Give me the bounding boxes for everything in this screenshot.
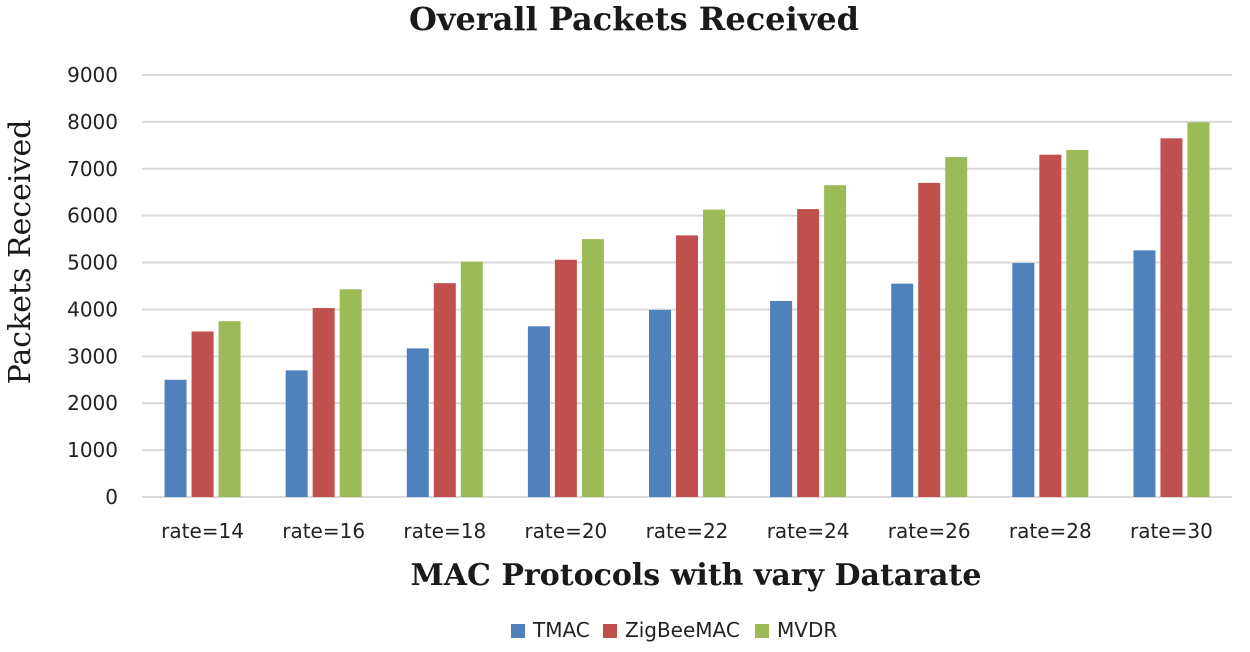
bar-tmac-rate-20 bbox=[527, 326, 550, 497]
y-axis-title: Packets Received bbox=[3, 120, 38, 385]
bar-zigbeemac-rate-26 bbox=[918, 182, 941, 497]
bar-mvdr-rate-22 bbox=[703, 209, 725, 497]
y-tick-label: 5000 bbox=[67, 251, 118, 275]
bar-mvdr-rate-24 bbox=[824, 185, 847, 497]
x-axis-title: MAC Protocols with vary Datarate bbox=[411, 558, 982, 593]
bars bbox=[164, 122, 1210, 498]
y-tick-label: 0 bbox=[105, 485, 118, 509]
x-tick-label: rate=22 bbox=[646, 519, 729, 543]
legend-item-tmac: TMAC bbox=[511, 618, 590, 642]
bar-zigbeemac-rate-28 bbox=[1039, 154, 1062, 497]
y-tick-label: 2000 bbox=[67, 391, 118, 415]
bar-zigbeemac-rate-22 bbox=[676, 235, 698, 498]
bar-tmac-rate-14 bbox=[164, 379, 187, 497]
legend: TMAC ZigBeeMAC MVDR bbox=[511, 618, 837, 642]
y-tick-label: 7000 bbox=[67, 157, 118, 181]
bar-tmac-rate-24 bbox=[770, 301, 793, 497]
x-tick-label: rate=30 bbox=[1130, 519, 1213, 543]
bar-zigbeemac-rate-24 bbox=[797, 209, 820, 497]
bar-mvdr-rate-20 bbox=[581, 239, 604, 497]
chart-title: Overall Packets Received bbox=[409, 0, 859, 38]
x-tick-label: rate=28 bbox=[1009, 519, 1092, 543]
bar-tmac-rate-22 bbox=[649, 309, 671, 497]
bar-mvdr-rate-30 bbox=[1187, 122, 1210, 497]
y-tick-label: 3000 bbox=[67, 344, 118, 368]
x-tick-label: rate=14 bbox=[161, 519, 244, 543]
x-tick-label: rate=20 bbox=[524, 519, 607, 543]
bar-tmac-rate-18 bbox=[406, 348, 429, 497]
y-axis-ticks: 0 1000 2000 3000 4000 5000 6000 7000 8000 9000 bbox=[67, 63, 118, 509]
bar-zigbeemac-rate-16 bbox=[312, 308, 335, 497]
legend-label: TMAC bbox=[532, 618, 590, 642]
bar-tmac-rate-30 bbox=[1133, 250, 1156, 497]
legend-swatch bbox=[755, 624, 769, 638]
y-tick-label: 1000 bbox=[67, 438, 118, 462]
legend-swatch bbox=[603, 624, 617, 638]
x-tick-label: rate=16 bbox=[282, 519, 365, 543]
y-tick-label: 8000 bbox=[67, 110, 118, 134]
bar-zigbeemac-rate-18 bbox=[433, 283, 456, 497]
legend-label: ZigBeeMAC bbox=[625, 618, 740, 642]
bar-zigbeemac-rate-20 bbox=[554, 259, 577, 497]
y-tick-label: 4000 bbox=[67, 297, 118, 321]
bar-tmac-rate-26 bbox=[891, 283, 914, 497]
bar-tmac-rate-16 bbox=[285, 370, 308, 497]
x-tick-label: rate=18 bbox=[403, 519, 486, 543]
x-tick-label: rate=26 bbox=[888, 519, 971, 543]
x-axis-ticks: rate=14 rate=16 rate=18 rate=20 rate=22 rate=… bbox=[161, 519, 1213, 543]
x-tick-label: rate=24 bbox=[767, 519, 850, 543]
bar-mvdr-rate-18 bbox=[460, 261, 483, 497]
bar-mvdr-rate-16 bbox=[339, 289, 362, 497]
y-tick-label: 6000 bbox=[67, 204, 118, 228]
bar-mvdr-rate-14 bbox=[218, 321, 241, 497]
bar-mvdr-rate-26 bbox=[945, 157, 968, 498]
y-tick-label: 9000 bbox=[67, 63, 118, 87]
bar-zigbeemac-rate-30 bbox=[1160, 138, 1183, 498]
bar-tmac-rate-28 bbox=[1012, 263, 1035, 497]
bar-mvdr-rate-28 bbox=[1066, 150, 1089, 497]
bar-zigbeemac-rate-14 bbox=[191, 331, 214, 497]
legend-item-zigbeemac: ZigBeeMAC bbox=[603, 618, 740, 642]
legend-label: MVDR bbox=[777, 618, 837, 642]
legend-swatch bbox=[511, 624, 525, 638]
legend-item-mvdr: MVDR bbox=[755, 618, 837, 642]
